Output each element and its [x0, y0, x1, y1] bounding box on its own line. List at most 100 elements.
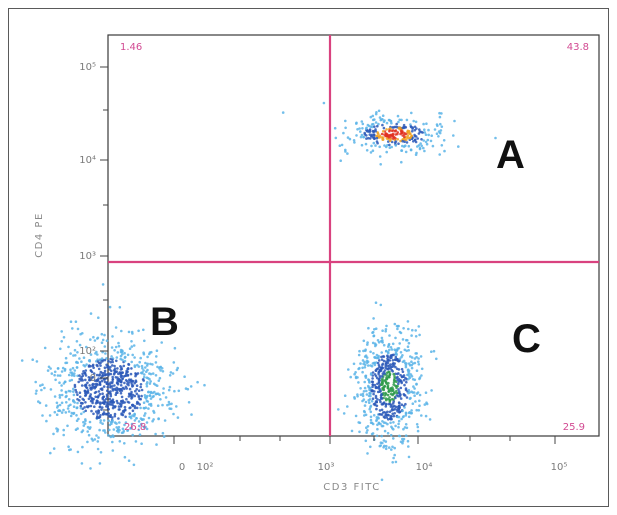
event-dot: [89, 399, 93, 403]
event-dot: [385, 137, 389, 140]
event-dot: [381, 329, 384, 333]
event-dot: [135, 392, 139, 396]
event-dot: [94, 385, 97, 388]
event-dot: [435, 357, 438, 361]
event-dot: [391, 412, 395, 416]
event-dot: [397, 126, 401, 130]
event-dot: [112, 373, 116, 376]
event-dot: [109, 413, 112, 417]
event-dot: [99, 421, 102, 424]
event-dot: [414, 335, 418, 338]
y-tick-label: 10⁴: [79, 155, 96, 166]
event-dot: [187, 401, 191, 404]
event-dot: [130, 422, 134, 426]
event-dot: [366, 364, 370, 367]
event-dot: [108, 428, 111, 432]
event-dot: [114, 376, 118, 379]
event-dot: [372, 334, 376, 338]
event-dot: [131, 409, 135, 413]
event-dot: [156, 404, 160, 408]
event-dot: [343, 394, 347, 398]
event-dot: [399, 351, 403, 354]
event-dot: [399, 386, 403, 390]
event-dot: [121, 377, 124, 381]
event-dot: [373, 125, 376, 128]
event-dot: [146, 381, 149, 384]
event-dot: [396, 138, 400, 141]
event-dot: [110, 355, 113, 358]
event-dot: [85, 386, 89, 390]
event-dot: [443, 149, 446, 153]
event-dot: [35, 389, 38, 393]
event-dot: [381, 386, 384, 390]
event-dot: [391, 132, 395, 136]
event-dot: [113, 387, 117, 391]
event-dot: [367, 136, 370, 140]
event-dot: [107, 434, 110, 437]
event-dot: [75, 414, 78, 417]
event-dot: [145, 394, 149, 398]
event-dot: [381, 123, 384, 127]
event-dot: [119, 384, 123, 387]
event-dot: [142, 379, 145, 382]
event-dot: [385, 416, 389, 419]
event-dot: [126, 400, 130, 404]
quadrant-percent-upper-left: 1.46: [120, 42, 142, 53]
event-dot: [390, 121, 393, 125]
event-dot: [121, 353, 124, 356]
event-dot: [346, 405, 349, 408]
event-dot: [357, 421, 361, 424]
event-dot: [176, 366, 179, 370]
event-dot: [391, 393, 394, 397]
event-dot: [384, 330, 388, 333]
event-dot: [92, 366, 95, 370]
event-dot: [98, 373, 102, 376]
event-dot: [35, 360, 39, 363]
event-dot: [175, 405, 178, 408]
event-dot: [60, 340, 63, 343]
event-dot: [385, 367, 389, 371]
event-dot: [420, 414, 423, 417]
event-dot: [190, 413, 193, 416]
event-dot: [378, 444, 382, 448]
event-dot: [89, 393, 92, 396]
event-dot: [413, 394, 416, 398]
event-dot: [102, 385, 106, 388]
event-dot: [423, 403, 427, 406]
event-dot: [395, 391, 399, 395]
event-dot: [372, 414, 376, 417]
event-dot: [374, 301, 378, 305]
event-dot: [442, 139, 446, 142]
event-dot: [78, 357, 81, 360]
event-dot: [129, 406, 132, 409]
event-dot: [371, 385, 374, 389]
event-dot: [385, 150, 389, 154]
event-dot: [132, 414, 136, 418]
event-dot: [93, 339, 97, 342]
event-dot: [109, 365, 112, 369]
event-dot: [120, 371, 124, 375]
event-dot: [402, 437, 406, 441]
event-dot: [393, 348, 397, 352]
event-dot: [389, 346, 393, 349]
event-dot: [69, 320, 73, 324]
event-dot: [111, 416, 114, 419]
event-dot: [135, 406, 139, 410]
event-dot: [390, 140, 394, 144]
event-dot: [384, 362, 388, 366]
event-dot: [404, 423, 408, 426]
event-dot: [421, 131, 424, 134]
event-dot: [161, 403, 164, 407]
event-dot: [376, 398, 379, 401]
event-dot: [62, 336, 66, 339]
event-dot: [392, 400, 396, 403]
y-tick-label: 10³: [79, 251, 96, 262]
event-dot: [103, 369, 107, 373]
event-dot: [81, 372, 84, 376]
event-dot: [91, 382, 95, 386]
event-dot: [404, 434, 408, 438]
event-dot: [128, 412, 131, 415]
event-dot: [76, 351, 79, 354]
event-dot: [420, 138, 423, 141]
event-dot: [418, 393, 422, 397]
